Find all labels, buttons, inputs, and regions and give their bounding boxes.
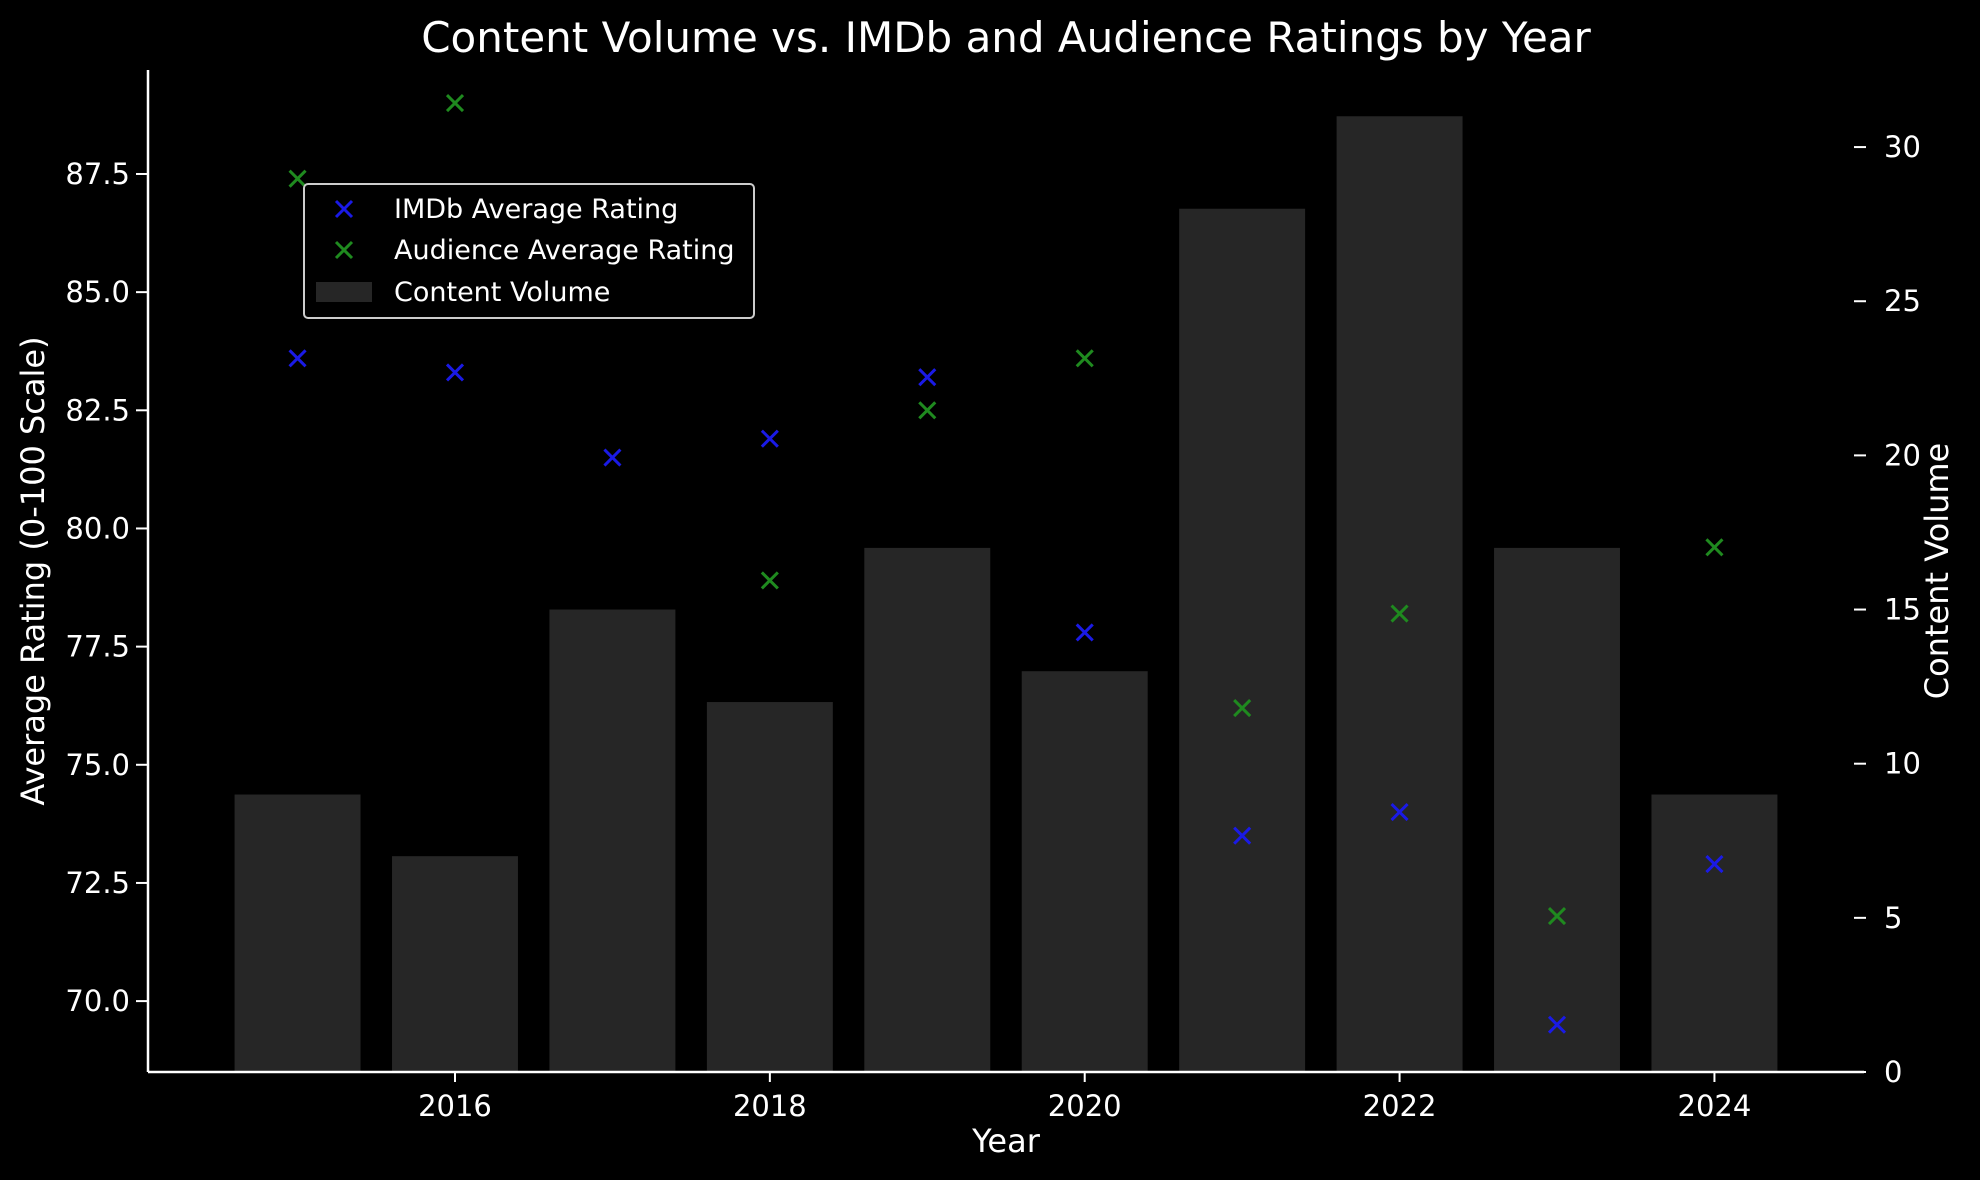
marker-stroke — [334, 199, 354, 219]
legend-label-imdb: IMDb Average Rating — [394, 194, 678, 225]
y2-tick-label: 0 — [1884, 1055, 1902, 1089]
y2-tick-label: 15 — [1884, 593, 1921, 627]
x-ticks: 2016 2018 2020 2022 2024 — [418, 1072, 1751, 1123]
left-y-ticks: 70.0 72.5 75.0 77.5 80.0 82.5 85.0 87.5 — [65, 157, 148, 1018]
marker-stroke — [1705, 538, 1724, 557]
marker-stroke — [760, 571, 779, 590]
y2-tick-label: 30 — [1884, 130, 1921, 164]
y-tick-label: 75.0 — [65, 748, 130, 782]
legend-label-audience: Audience Average Rating — [394, 235, 735, 266]
bar-series-content-volume — [234, 116, 1778, 1072]
y-tick-label: 87.5 — [65, 157, 130, 191]
y2-tick-label: 20 — [1884, 438, 1921, 472]
scatter-points — [288, 94, 1724, 1034]
y-tick-label: 82.5 — [65, 393, 130, 427]
point-imdb-2016 — [445, 363, 465, 382]
chart-title: Content Volume vs. IMDb and Audience Rat… — [421, 13, 1591, 62]
point-imdb-2020 — [1075, 623, 1094, 642]
legend-marker-imdb — [334, 199, 354, 219]
legend-entry-audience: Audience Average Rating — [334, 235, 735, 266]
x-tick-label: 2016 — [418, 1089, 492, 1123]
point-imdb-2021 — [1233, 826, 1252, 845]
bar-content-volume-2023 — [1494, 547, 1620, 1072]
point-audience-2023 — [1547, 906, 1567, 926]
x-tick-label: 2024 — [1678, 1089, 1752, 1123]
marker-stroke — [445, 94, 465, 113]
point-audience-2018 — [760, 571, 779, 590]
x-tick-label: 2018 — [733, 1089, 807, 1123]
marker-stroke — [1075, 623, 1094, 642]
point-imdb-2024 — [1705, 854, 1724, 874]
x-tick-label: 2020 — [1048, 1089, 1122, 1123]
point-imdb-2015 — [288, 349, 307, 368]
point-imdb-2017 — [603, 448, 622, 467]
point-audience-2024 — [1705, 538, 1724, 557]
y-tick-label: 77.5 — [65, 630, 130, 664]
marker-stroke — [445, 363, 465, 382]
legend-entry-content-volume: Content Volume — [316, 277, 610, 308]
point-imdb-2018 — [760, 429, 779, 448]
marker-stroke — [334, 240, 354, 260]
bar-content-volume-2015 — [234, 794, 361, 1072]
right-y-ticks: 0 5 10 15 20 25 30 — [1854, 130, 1921, 1089]
bar-content-volume-2024 — [1651, 794, 1778, 1072]
point-imdb-2023 — [1547, 1015, 1567, 1034]
marker-stroke — [1233, 826, 1252, 845]
point-audience-2016 — [445, 94, 465, 113]
bar-content-volume-2017 — [549, 609, 676, 1072]
y-tick-label: 72.5 — [65, 866, 130, 900]
bar-content-volume-2020 — [1021, 671, 1148, 1072]
marker-stroke — [918, 368, 937, 387]
marker-stroke — [1390, 604, 1409, 623]
marker-stroke — [1547, 906, 1567, 926]
legend-marker-audience — [334, 240, 354, 260]
x-tick-label: 2022 — [1363, 1089, 1437, 1123]
bar-content-volume-2022 — [1336, 116, 1463, 1072]
marker-stroke — [1547, 1015, 1567, 1034]
x-axis-label: Year — [971, 1122, 1041, 1160]
y-tick-label: 85.0 — [65, 275, 130, 309]
y-axis-label: Average Rating (0-100 Scale) — [14, 336, 52, 805]
legend-x-imdb — [334, 199, 354, 219]
y2-tick-label: 25 — [1884, 284, 1921, 318]
point-audience-2022 — [1390, 604, 1409, 623]
y-tick-label: 70.0 — [65, 984, 130, 1018]
point-audience-2019 — [918, 401, 937, 420]
axes — [146, 70, 1864, 1074]
marker-stroke — [1233, 699, 1252, 718]
bar-content-volume-2019 — [864, 547, 991, 1072]
legend-x-audience — [334, 240, 354, 260]
marker-stroke — [1075, 349, 1094, 368]
point-imdb-2019 — [918, 368, 937, 387]
marker-stroke — [288, 349, 307, 368]
point-audience-2021 — [1233, 699, 1252, 718]
marker-stroke — [1705, 854, 1724, 874]
marker-stroke — [760, 429, 779, 448]
marker-stroke — [918, 401, 937, 420]
bar-content-volume-2021 — [1179, 208, 1306, 1072]
point-audience-2015 — [288, 169, 307, 188]
legend-swatch-content-volume — [316, 282, 372, 302]
bar-content-volume-2016 — [392, 856, 518, 1072]
legend-entry-imdb: IMDb Average Rating — [334, 194, 678, 225]
marker-stroke — [603, 448, 622, 467]
point-imdb-2022 — [1390, 802, 1409, 822]
y2-tick-label: 5 — [1884, 901, 1902, 935]
y2-axis-label: Content Volume — [1918, 443, 1956, 699]
legend-box — [303, 183, 755, 319]
legend-label-content-volume: Content Volume — [394, 277, 610, 308]
legend: IMDb Average Rating Audience Average Rat… — [303, 183, 755, 319]
y-tick-label: 80.0 — [65, 511, 130, 545]
point-audience-2020 — [1075, 349, 1094, 368]
marker-stroke — [1390, 802, 1409, 822]
bar-content-volume-2018 — [706, 702, 833, 1072]
marker-stroke — [288, 169, 307, 188]
y2-tick-label: 10 — [1884, 747, 1921, 781]
